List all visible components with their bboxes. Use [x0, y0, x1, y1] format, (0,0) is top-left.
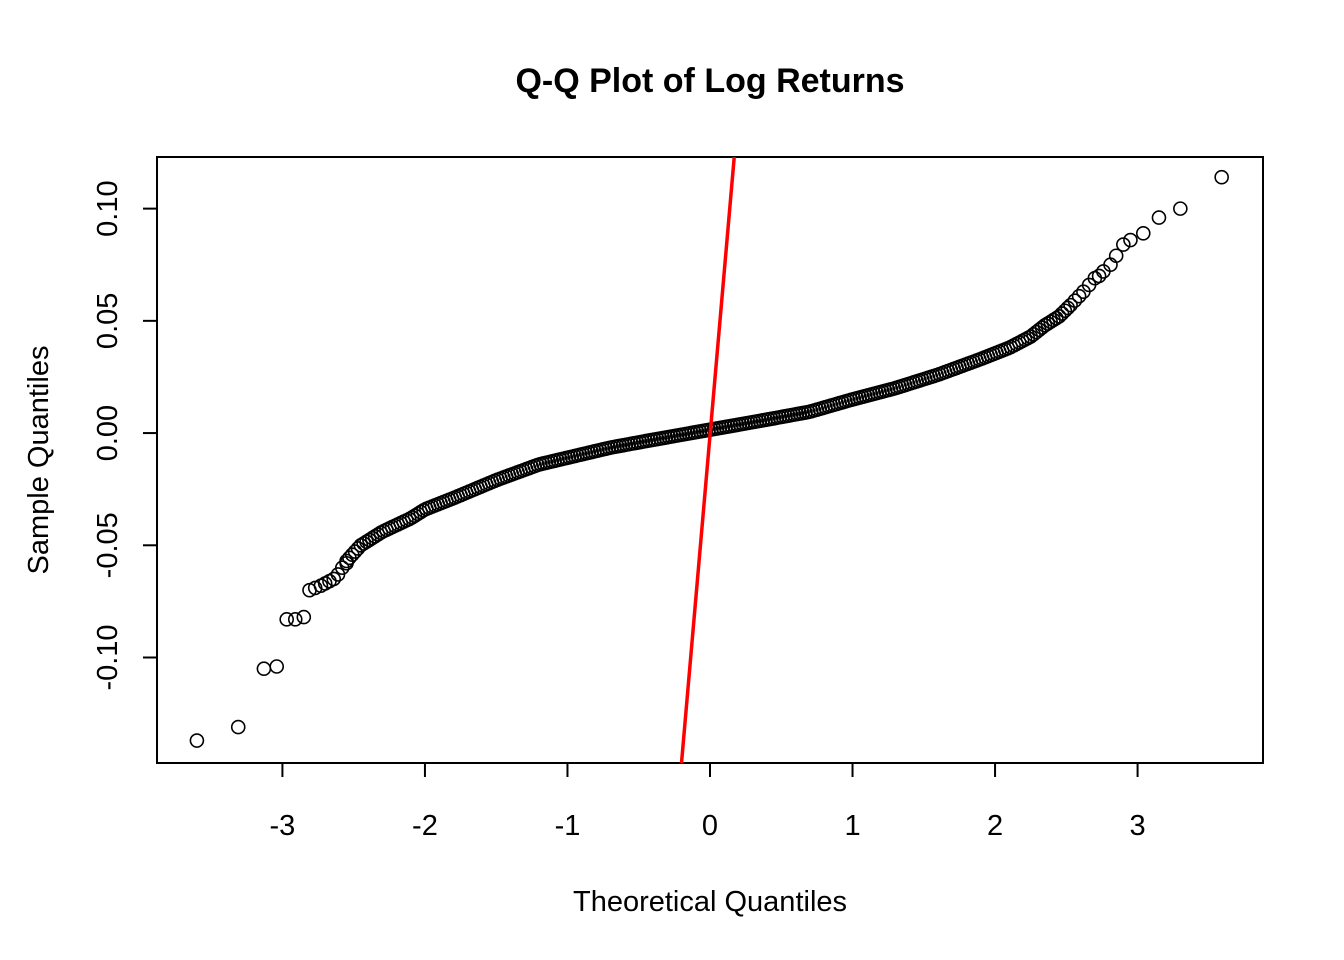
- x-tick-label: 2: [987, 810, 1003, 842]
- sample-point: [269, 659, 285, 674]
- y-tick-label: -0.05: [92, 512, 124, 578]
- y-axis: -0.10 -0.05 0.00 0.05 0.10: [92, 180, 158, 691]
- y-axis-label: Sample Quantiles: [23, 346, 55, 575]
- x-tick-label: -3: [270, 810, 296, 842]
- x-tick-label: -2: [412, 810, 438, 842]
- y-tick-label: 0.00: [92, 405, 124, 461]
- reference-line: [679, 157, 736, 763]
- x-tick-label: -1: [555, 810, 581, 842]
- x-tick-label: 0: [702, 810, 718, 842]
- sample-point: [339, 555, 354, 571]
- x-axis: -3 -2 -1 0 1 2 3: [270, 762, 1146, 842]
- x-tick-label: 1: [844, 810, 860, 842]
- plot-frame: [156, 156, 1264, 764]
- y-tick-label: 0.05: [92, 293, 124, 349]
- sample-point: [296, 609, 312, 625]
- sample-point: [1067, 293, 1083, 308]
- chart-title: Q-Q Plot of Log Returns: [515, 62, 904, 100]
- sample-point: [189, 733, 205, 748]
- sample-point: [1135, 226, 1151, 241]
- data-points: [189, 169, 1229, 748]
- x-axis-label: Theoretical Quantiles: [573, 886, 847, 918]
- sample-point: [1173, 201, 1188, 216]
- sample-point: [326, 571, 342, 587]
- sample-point: [287, 612, 303, 627]
- sample-point: [1151, 210, 1167, 225]
- sample-point: [334, 560, 350, 576]
- reference-line-group: [679, 157, 736, 763]
- sample-point: [1214, 169, 1229, 185]
- y-tick-label: 0.10: [92, 180, 124, 236]
- y-tick-label: -0.10: [92, 624, 124, 690]
- sample-point: [1123, 232, 1138, 248]
- sample-point: [230, 719, 246, 735]
- sample-point: [1063, 297, 1078, 313]
- sample-point: [1091, 268, 1107, 284]
- sample-point: [1108, 248, 1124, 264]
- sample-point: [279, 612, 294, 627]
- sample-point: [256, 661, 272, 677]
- x-tick-label: 3: [1130, 810, 1146, 842]
- sample-point: [1116, 237, 1131, 252]
- sample-point: [1071, 288, 1087, 304]
